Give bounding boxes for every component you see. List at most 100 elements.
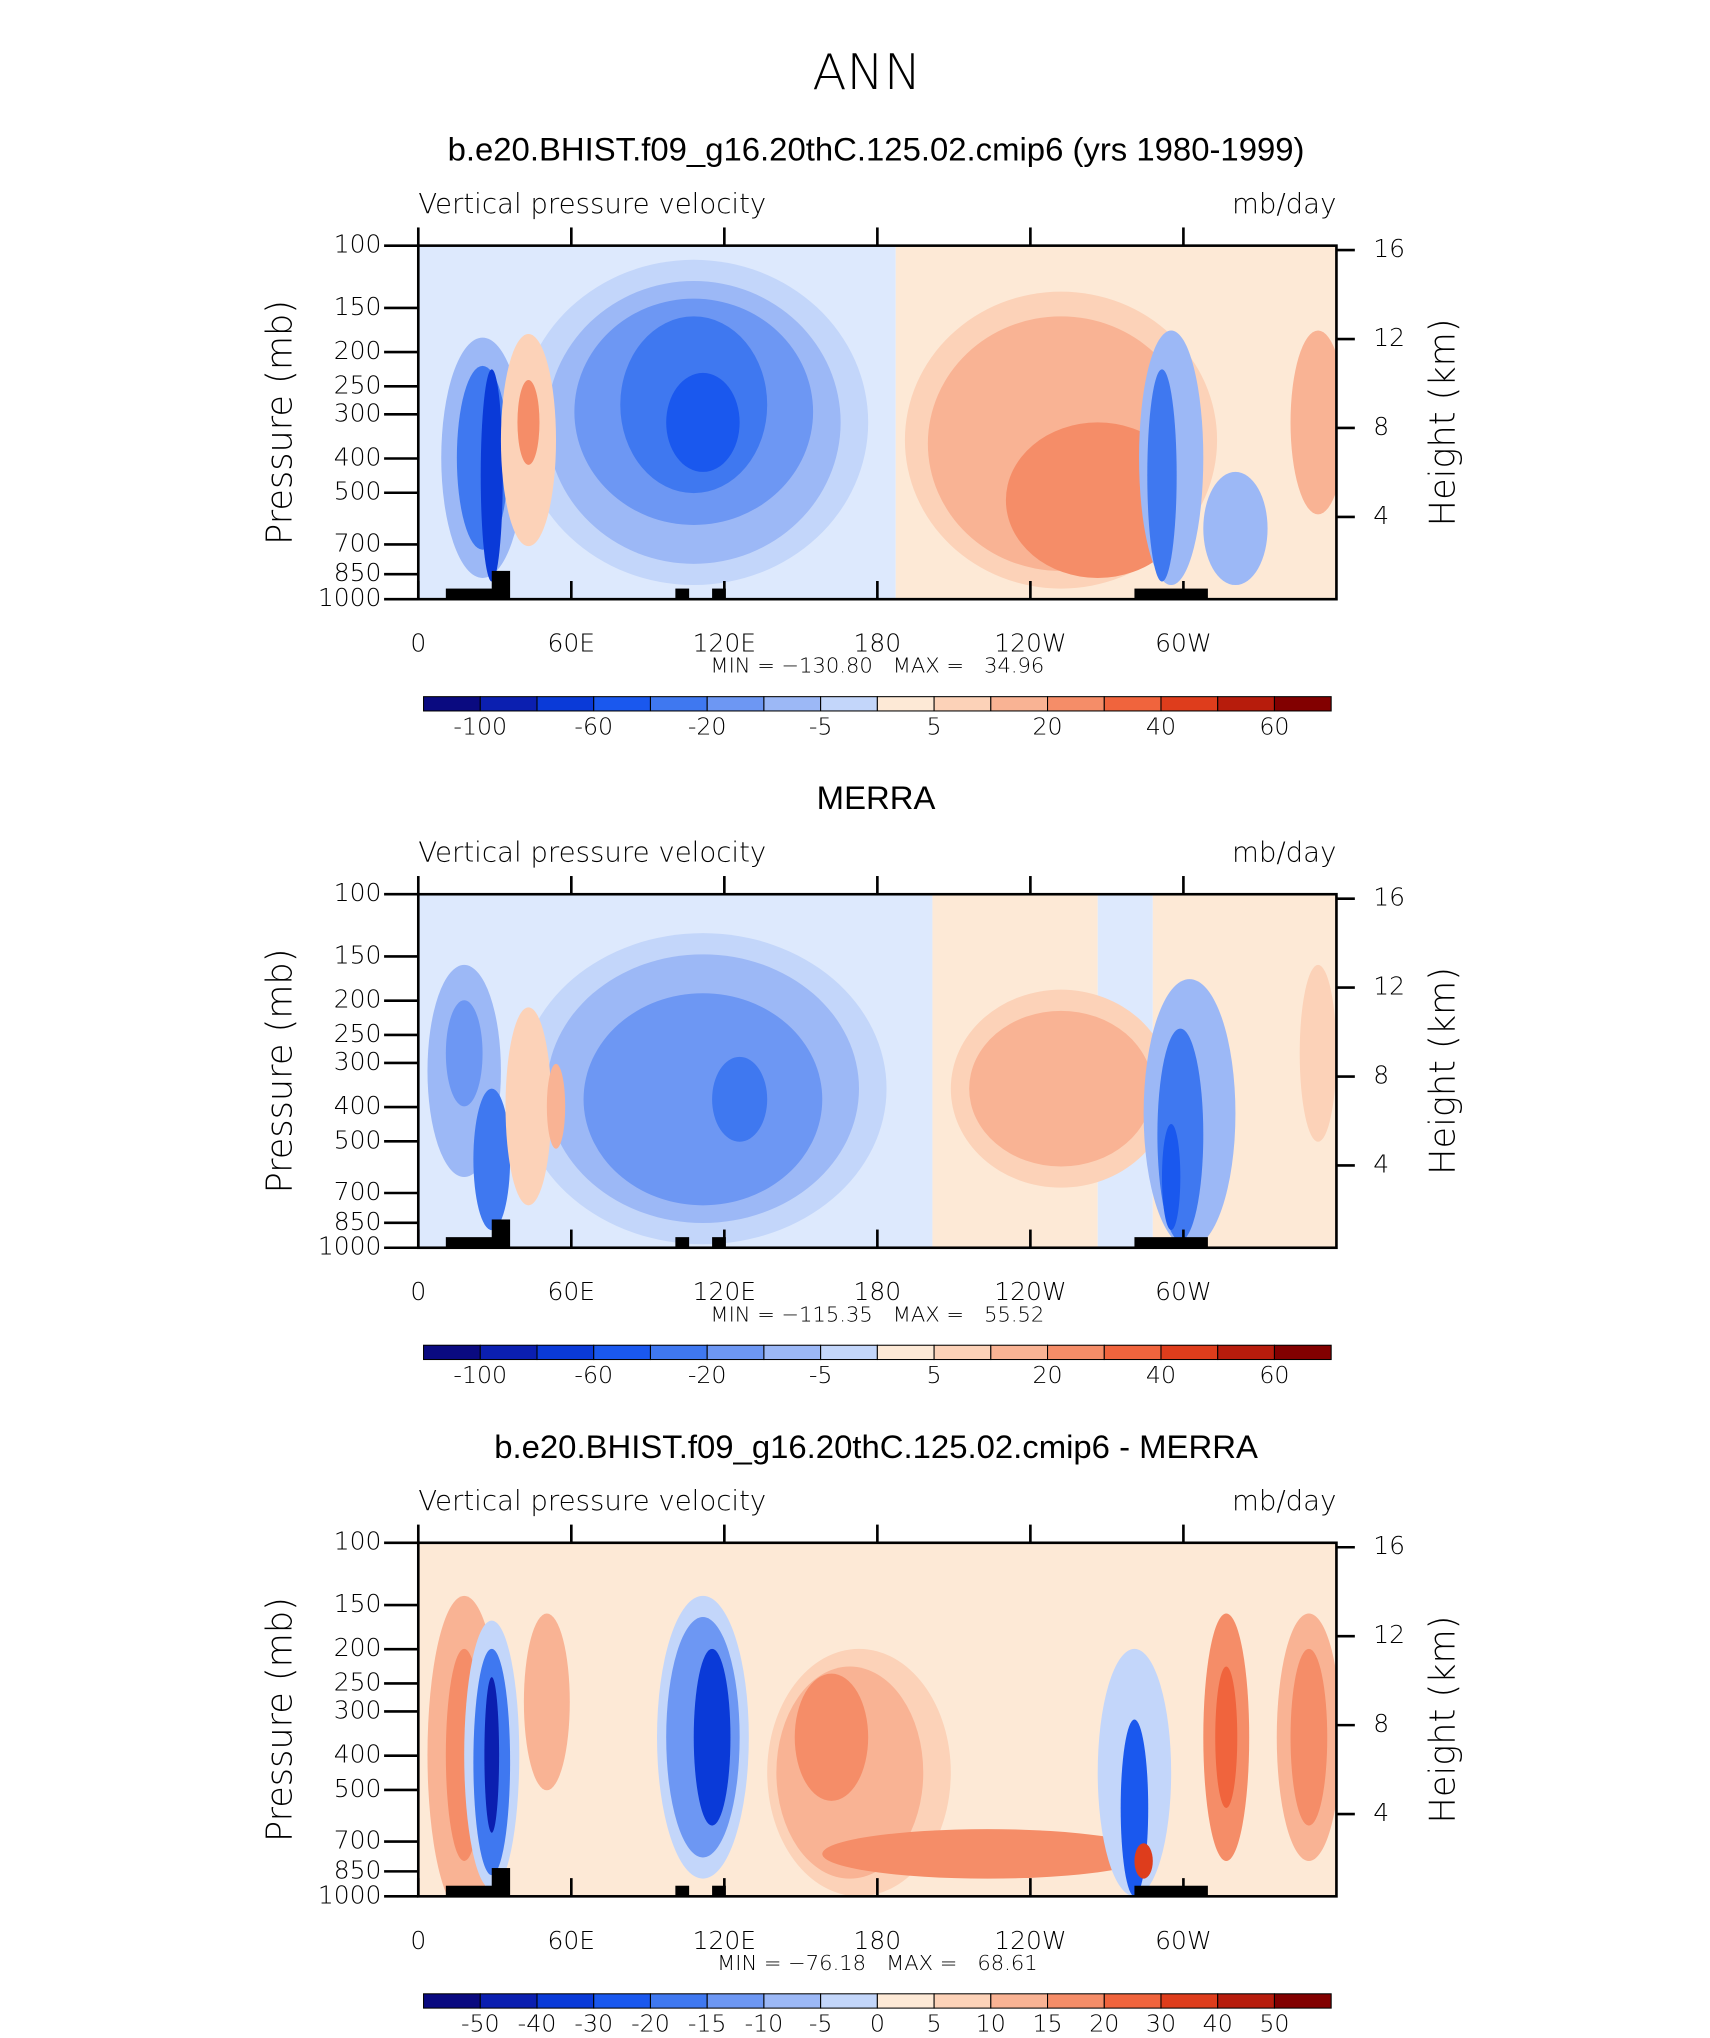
y2-tick-label: 12 — [1373, 972, 1405, 1001]
colorbar-label: -20 — [631, 2010, 670, 2038]
y2-tick-label: 8 — [1373, 1709, 1389, 1738]
y-tick-label: 300 — [334, 398, 382, 427]
contour-region — [1161, 1124, 1181, 1231]
colorbar-box — [706, 696, 765, 712]
x-tick-label: 60E — [548, 1926, 596, 1955]
x-tick-label: 0 — [410, 1277, 426, 1306]
colorbar-box — [1047, 696, 1105, 712]
topography — [491, 1219, 511, 1248]
colorbar-label: -100 — [453, 712, 507, 740]
colorbar-label: -40 — [518, 2010, 557, 2038]
colorbar-label: 20 — [1089, 2010, 1119, 2038]
contour-region — [1215, 1666, 1238, 1808]
contour-region — [583, 993, 823, 1206]
x-tick-label: 180 — [854, 1277, 902, 1306]
colorbar-box — [1103, 696, 1162, 712]
contour-region — [1203, 471, 1268, 586]
x-tick-label: 60E — [548, 1277, 596, 1306]
left-label: Vertical pressure velocity — [418, 189, 766, 220]
colorbar-label: -5 — [809, 1361, 833, 1389]
y-tick-label: 200 — [334, 336, 382, 365]
y-tick-label: 1000 — [318, 1232, 382, 1261]
y-tick-label: 100 — [334, 878, 382, 907]
y-tick-label: 700 — [334, 529, 382, 558]
colorbar-box — [479, 696, 538, 712]
topography — [445, 588, 497, 600]
colorbar-label: -30 — [574, 2010, 613, 2038]
min-max: MIN = −130.80 MAX = 34.96 — [710, 654, 1044, 678]
colorbar-label: 0 — [870, 2010, 885, 2038]
colorbar-box — [1217, 1993, 1275, 2009]
contour-field — [418, 894, 1337, 1248]
colorbar-box — [423, 1993, 481, 2009]
contour-region — [666, 372, 740, 472]
colorbar-label: -10 — [745, 2010, 784, 2038]
y-tick-label: 200 — [334, 1633, 382, 1662]
topography — [491, 1868, 511, 1897]
colorbar-box — [706, 1993, 765, 2009]
y-tick-label: 850 — [334, 558, 382, 587]
panel-title: MERRA — [817, 779, 936, 816]
panel-title: b.e20.BHIST.f09_g16.20thC.125.02.cmip6 -… — [494, 1428, 1258, 1465]
x-tick-label: 180 — [854, 629, 902, 658]
colorbar-box — [593, 696, 651, 712]
y2-tick-label: 8 — [1373, 1061, 1389, 1090]
colorbar-box — [479, 1993, 538, 2009]
colorbar-box — [536, 696, 595, 712]
y2-tick-label: 12 — [1373, 323, 1405, 352]
contour-region — [546, 1063, 566, 1149]
colorbar-box — [593, 1993, 651, 2009]
contour-region — [1290, 1648, 1328, 1826]
colorbar-box — [536, 1344, 595, 1361]
right-label: mb/day — [1232, 1486, 1336, 1517]
contour-field — [418, 245, 1337, 600]
y-tick-label: 500 — [334, 477, 382, 506]
colorbar-label: 20 — [1032, 712, 1062, 740]
left-label: Vertical pressure velocity — [418, 838, 766, 869]
colorbar-label: 40 — [1203, 2010, 1233, 2038]
colorbar-box — [479, 1344, 538, 1361]
x-tick-label: 180 — [854, 1926, 902, 1955]
y2-tick-label: 4 — [1373, 1798, 1389, 1827]
contour-region — [822, 1829, 1153, 1879]
topography — [675, 1885, 690, 1897]
colorbar-box — [1103, 1993, 1162, 2009]
colorbar-box — [1160, 696, 1219, 712]
colorbar-box — [820, 1344, 878, 1361]
colorbar-label: -20 — [688, 712, 727, 740]
colorbar-box — [763, 696, 822, 712]
x-tick-label: 120E — [693, 629, 756, 658]
y-axis-label: Pressure (mb) — [259, 949, 300, 1194]
colorbar-box — [1273, 1993, 1332, 2009]
y-tick-label: 1000 — [318, 583, 382, 612]
colorbar-box — [649, 1993, 708, 2009]
colorbar-label: 5 — [927, 712, 942, 740]
colorbar-box — [876, 1344, 935, 1361]
colorbar-box — [1047, 1993, 1105, 2009]
y2-axis-label: Height (km) — [1422, 319, 1463, 527]
y-tick-label: 500 — [334, 1125, 382, 1154]
colorbar-label: -5 — [809, 2010, 833, 2038]
contour-region — [480, 369, 503, 582]
topography — [712, 1885, 726, 1897]
colorbar-label: 60 — [1259, 712, 1289, 740]
contour-region — [1299, 964, 1337, 1142]
y-tick-label: 300 — [334, 1047, 382, 1076]
colorbar-label: 15 — [1032, 2010, 1062, 2038]
contour-region — [693, 1648, 731, 1826]
y-tick-label: 400 — [334, 443, 382, 472]
contour-region — [794, 1673, 869, 1801]
colorbar-box — [763, 1993, 822, 2009]
colorbar-label: 5 — [927, 2010, 942, 2038]
colorbar-box — [1273, 696, 1332, 712]
x-tick-label: 60E — [548, 629, 596, 658]
topography — [491, 570, 511, 600]
topography — [675, 588, 690, 600]
contour-region — [517, 379, 540, 465]
contour-region — [1134, 1843, 1153, 1879]
y2-tick-label: 8 — [1373, 412, 1389, 441]
y-tick-label: 250 — [334, 1019, 382, 1048]
y-tick-label: 100 — [334, 1527, 382, 1556]
colorbar-box — [423, 696, 481, 712]
